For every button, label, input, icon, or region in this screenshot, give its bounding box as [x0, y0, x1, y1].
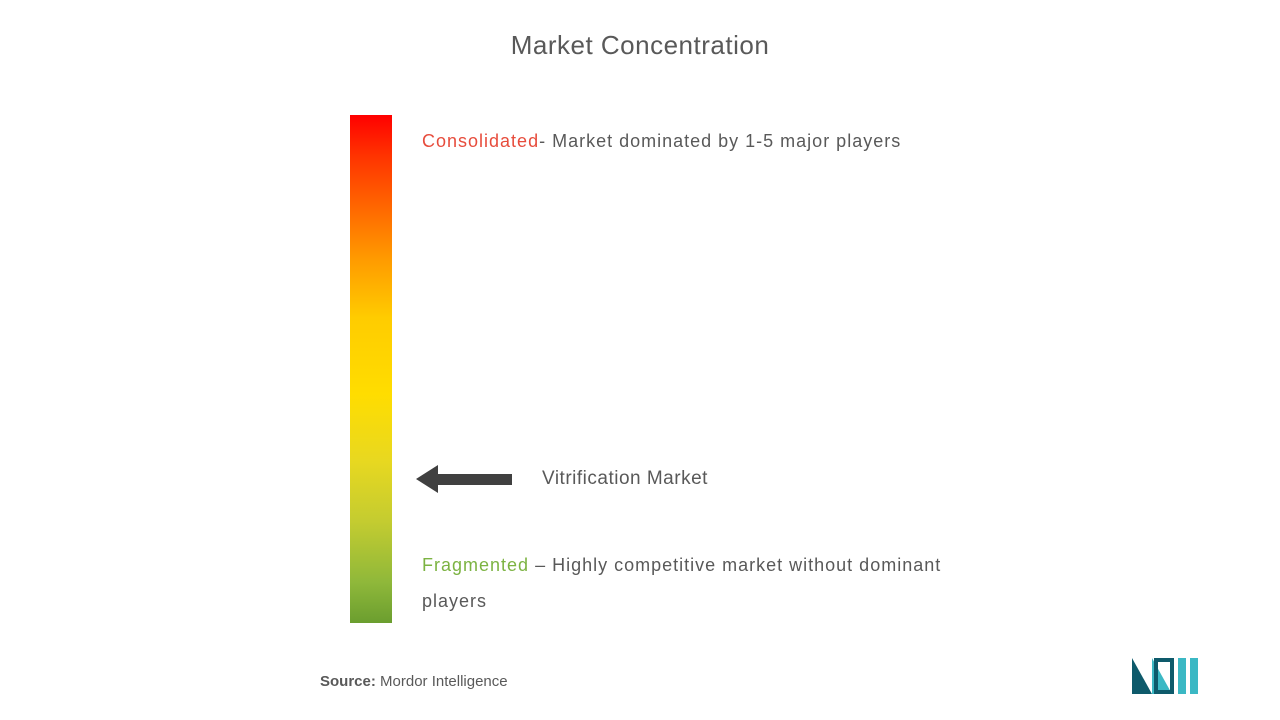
source-value: Mordor Intelligence — [380, 673, 508, 690]
source-attribution: Source: Mordor Intelligence — [320, 673, 508, 690]
consolidated-label: Consolidated- Market dominated by 1-5 ma… — [422, 123, 901, 159]
main-content: Consolidated- Market dominated by 1-5 ma… — [350, 115, 942, 623]
pointer-label: Vitrification Market — [542, 468, 708, 490]
source-label: Source: — [320, 673, 376, 690]
fragmented-highlight: Fragmented — [422, 555, 529, 575]
consolidated-text: - Market dominated by 1-5 major players — [539, 131, 901, 151]
concentration-gradient-bar — [350, 115, 392, 623]
consolidated-highlight: Consolidated — [422, 131, 539, 151]
fragmented-label: Fragmented – Highly competitive market w… — [422, 547, 942, 619]
chart-title: Market Concentration — [0, 0, 1280, 61]
arrow-shaft — [438, 474, 512, 485]
mordor-logo-icon — [1130, 654, 1202, 696]
market-pointer: Vitrification Market — [416, 465, 708, 493]
arrow-left-icon — [416, 465, 438, 493]
labels-area: Consolidated- Market dominated by 1-5 ma… — [422, 115, 942, 623]
